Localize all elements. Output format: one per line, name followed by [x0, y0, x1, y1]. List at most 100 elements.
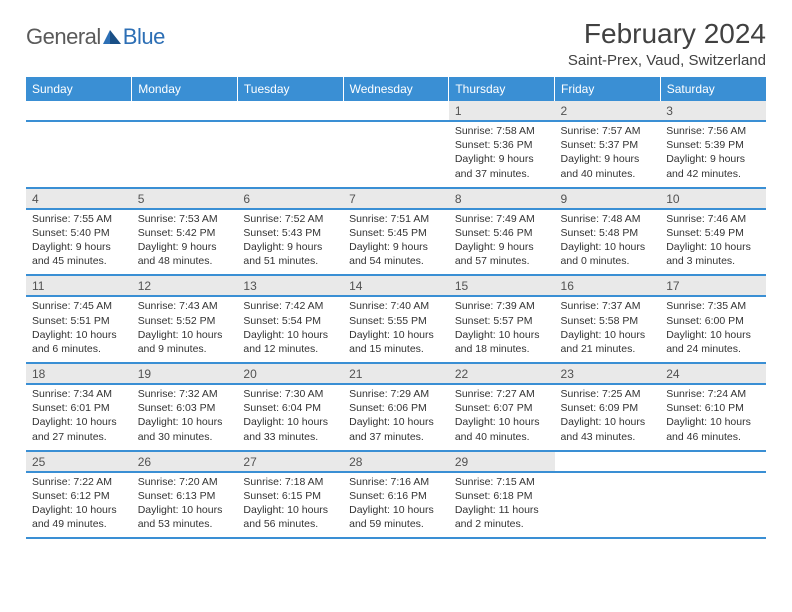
weekday-header: Sunday — [26, 77, 132, 101]
page-title: February 2024 — [568, 18, 766, 50]
calendar-cell-daynum: 23 — [555, 363, 661, 384]
calendar-cell-daynum — [132, 101, 238, 121]
calendar-cell-detail — [26, 121, 132, 188]
day-number: 20 — [237, 364, 343, 383]
calendar-cell-daynum: 28 — [343, 451, 449, 472]
calendar-cell-detail — [555, 472, 661, 539]
day-number: 22 — [449, 364, 555, 383]
calendar-cell-detail: Sunrise: 7:56 AMSunset: 5:39 PMDaylight:… — [660, 121, 766, 188]
day-number: 12 — [132, 276, 238, 295]
day-content: Sunrise: 7:16 AMSunset: 6:16 PMDaylight:… — [343, 473, 449, 538]
calendar-cell-detail: Sunrise: 7:46 AMSunset: 5:49 PMDaylight:… — [660, 209, 766, 276]
calendar-cell-daynum: 5 — [132, 188, 238, 209]
calendar-cell-daynum — [343, 101, 449, 121]
calendar-cell-detail: Sunrise: 7:34 AMSunset: 6:01 PMDaylight:… — [26, 384, 132, 451]
calendar-cell-daynum: 14 — [343, 275, 449, 296]
day-content: Sunrise: 7:53 AMSunset: 5:42 PMDaylight:… — [132, 210, 238, 275]
day-content: Sunrise: 7:58 AMSunset: 5:36 PMDaylight:… — [449, 122, 555, 187]
calendar-cell-detail — [132, 121, 238, 188]
weekday-header-row: SundayMondayTuesdayWednesdayThursdayFrid… — [26, 77, 766, 101]
header: General Blue February 2024 Saint-Prex, V… — [26, 18, 766, 69]
calendar-cell-daynum: 6 — [237, 188, 343, 209]
location-text: Saint-Prex, Vaud, Switzerland — [568, 52, 766, 69]
day-content: Sunrise: 7:32 AMSunset: 6:03 PMDaylight:… — [132, 385, 238, 450]
calendar-cell-detail: Sunrise: 7:57 AMSunset: 5:37 PMDaylight:… — [555, 121, 661, 188]
day-number: 18 — [26, 364, 132, 383]
day-content: Sunrise: 7:40 AMSunset: 5:55 PMDaylight:… — [343, 297, 449, 362]
calendar-cell-detail: Sunrise: 7:53 AMSunset: 5:42 PMDaylight:… — [132, 209, 238, 276]
weekday-header: Thursday — [449, 77, 555, 101]
day-content: Sunrise: 7:45 AMSunset: 5:51 PMDaylight:… — [26, 297, 132, 362]
day-detail-row: Sunrise: 7:34 AMSunset: 6:01 PMDaylight:… — [26, 384, 766, 451]
day-number-row: 123 — [26, 101, 766, 121]
calendar-cell-daynum: 3 — [660, 101, 766, 121]
day-content: Sunrise: 7:37 AMSunset: 5:58 PMDaylight:… — [555, 297, 661, 362]
day-content: Sunrise: 7:25 AMSunset: 6:09 PMDaylight:… — [555, 385, 661, 450]
calendar-cell-detail: Sunrise: 7:37 AMSunset: 5:58 PMDaylight:… — [555, 296, 661, 363]
day-content: Sunrise: 7:55 AMSunset: 5:40 PMDaylight:… — [26, 210, 132, 275]
weekday-header: Monday — [132, 77, 238, 101]
weekday-header: Friday — [555, 77, 661, 101]
calendar-cell-detail: Sunrise: 7:55 AMSunset: 5:40 PMDaylight:… — [26, 209, 132, 276]
calendar-cell-detail: Sunrise: 7:45 AMSunset: 5:51 PMDaylight:… — [26, 296, 132, 363]
calendar-cell-daynum: 20 — [237, 363, 343, 384]
calendar-cell-detail: Sunrise: 7:42 AMSunset: 5:54 PMDaylight:… — [237, 296, 343, 363]
calendar-cell-daynum: 2 — [555, 101, 661, 121]
day-content: Sunrise: 7:15 AMSunset: 6:18 PMDaylight:… — [449, 473, 555, 538]
day-number-row: 11121314151617 — [26, 275, 766, 296]
day-content: Sunrise: 7:39 AMSunset: 5:57 PMDaylight:… — [449, 297, 555, 362]
calendar-cell-daynum: 18 — [26, 363, 132, 384]
day-detail-row: Sunrise: 7:58 AMSunset: 5:36 PMDaylight:… — [26, 121, 766, 188]
calendar-cell-daynum: 25 — [26, 451, 132, 472]
calendar-cell-detail: Sunrise: 7:16 AMSunset: 6:16 PMDaylight:… — [343, 472, 449, 539]
calendar-cell-daynum: 16 — [555, 275, 661, 296]
day-content: Sunrise: 7:27 AMSunset: 6:07 PMDaylight:… — [449, 385, 555, 450]
calendar-cell-daynum: 4 — [26, 188, 132, 209]
calendar-cell-daynum — [555, 451, 661, 472]
calendar-cell-detail: Sunrise: 7:40 AMSunset: 5:55 PMDaylight:… — [343, 296, 449, 363]
day-content: Sunrise: 7:35 AMSunset: 6:00 PMDaylight:… — [660, 297, 766, 362]
calendar-cell-detail: Sunrise: 7:27 AMSunset: 6:07 PMDaylight:… — [449, 384, 555, 451]
calendar-cell-detail: Sunrise: 7:18 AMSunset: 6:15 PMDaylight:… — [237, 472, 343, 539]
day-content: Sunrise: 7:34 AMSunset: 6:01 PMDaylight:… — [26, 385, 132, 450]
day-number: 6 — [237, 189, 343, 208]
calendar-cell-detail: Sunrise: 7:29 AMSunset: 6:06 PMDaylight:… — [343, 384, 449, 451]
day-content: Sunrise: 7:24 AMSunset: 6:10 PMDaylight:… — [660, 385, 766, 450]
calendar-cell-daynum: 24 — [660, 363, 766, 384]
calendar-cell-detail — [660, 472, 766, 539]
day-content: Sunrise: 7:57 AMSunset: 5:37 PMDaylight:… — [555, 122, 661, 187]
day-number: 10 — [660, 189, 766, 208]
calendar-cell-daynum — [26, 101, 132, 121]
calendar-cell-daynum: 7 — [343, 188, 449, 209]
day-number: 28 — [343, 452, 449, 471]
calendar-cell-detail: Sunrise: 7:48 AMSunset: 5:48 PMDaylight:… — [555, 209, 661, 276]
calendar-cell-daynum: 9 — [555, 188, 661, 209]
calendar-cell-daynum: 27 — [237, 451, 343, 472]
day-detail-row: Sunrise: 7:22 AMSunset: 6:12 PMDaylight:… — [26, 472, 766, 539]
weekday-header: Tuesday — [237, 77, 343, 101]
day-detail-row: Sunrise: 7:45 AMSunset: 5:51 PMDaylight:… — [26, 296, 766, 363]
calendar-cell-detail: Sunrise: 7:30 AMSunset: 6:04 PMDaylight:… — [237, 384, 343, 451]
day-content: Sunrise: 7:49 AMSunset: 5:46 PMDaylight:… — [449, 210, 555, 275]
day-number: 13 — [237, 276, 343, 295]
calendar-cell-daynum: 11 — [26, 275, 132, 296]
day-number: 16 — [555, 276, 661, 295]
calendar-cell-detail: Sunrise: 7:20 AMSunset: 6:13 PMDaylight:… — [132, 472, 238, 539]
day-number: 2 — [555, 101, 661, 120]
day-content: Sunrise: 7:30 AMSunset: 6:04 PMDaylight:… — [237, 385, 343, 450]
day-number-row: 18192021222324 — [26, 363, 766, 384]
day-content: Sunrise: 7:46 AMSunset: 5:49 PMDaylight:… — [660, 210, 766, 275]
day-number: 23 — [555, 364, 661, 383]
calendar-cell-daynum: 15 — [449, 275, 555, 296]
day-content: Sunrise: 7:42 AMSunset: 5:54 PMDaylight:… — [237, 297, 343, 362]
day-number-row: 45678910 — [26, 188, 766, 209]
calendar-cell-daynum: 17 — [660, 275, 766, 296]
calendar-cell-detail: Sunrise: 7:35 AMSunset: 6:00 PMDaylight:… — [660, 296, 766, 363]
calendar-cell-daynum — [660, 451, 766, 472]
calendar-cell-detail: Sunrise: 7:22 AMSunset: 6:12 PMDaylight:… — [26, 472, 132, 539]
calendar-cell-daynum: 8 — [449, 188, 555, 209]
calendar-cell-detail: Sunrise: 7:43 AMSunset: 5:52 PMDaylight:… — [132, 296, 238, 363]
calendar-cell-detail: Sunrise: 7:24 AMSunset: 6:10 PMDaylight:… — [660, 384, 766, 451]
day-number: 26 — [132, 452, 238, 471]
day-detail-row: Sunrise: 7:55 AMSunset: 5:40 PMDaylight:… — [26, 209, 766, 276]
